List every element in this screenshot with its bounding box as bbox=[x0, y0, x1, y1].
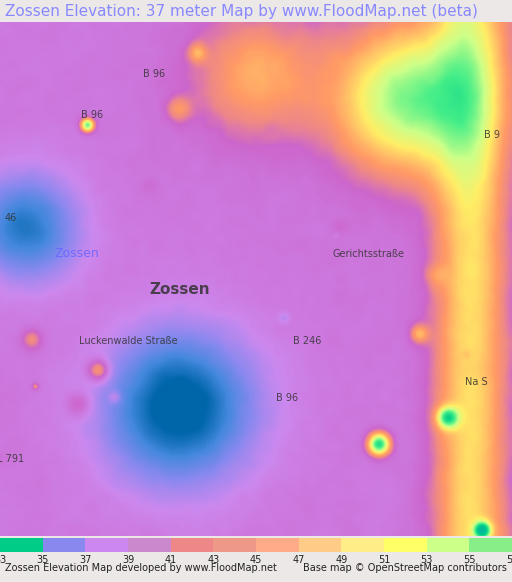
Bar bbox=[170, 538, 214, 552]
Bar bbox=[214, 538, 256, 552]
Text: Base map © OpenStreetMap contributors: Base map © OpenStreetMap contributors bbox=[303, 563, 507, 573]
Text: 53: 53 bbox=[420, 555, 433, 565]
Text: Gerichtsstraße: Gerichtsstraße bbox=[333, 249, 404, 258]
Bar bbox=[42, 538, 86, 552]
Bar bbox=[0, 538, 42, 552]
Bar bbox=[342, 538, 384, 552]
Text: 35: 35 bbox=[36, 555, 49, 565]
Text: 58: 58 bbox=[506, 555, 512, 565]
Text: Zossen Elevation Map developed by www.FloodMap.net: Zossen Elevation Map developed by www.Fl… bbox=[5, 563, 277, 573]
Bar bbox=[426, 538, 470, 552]
Text: 46: 46 bbox=[4, 212, 16, 223]
Bar bbox=[86, 538, 128, 552]
Text: B 246: B 246 bbox=[293, 336, 322, 346]
Text: 51: 51 bbox=[378, 555, 390, 565]
Text: L 791: L 791 bbox=[0, 455, 24, 464]
Bar bbox=[256, 538, 298, 552]
Text: 33: 33 bbox=[0, 555, 6, 565]
Text: 47: 47 bbox=[292, 555, 305, 565]
Text: 39: 39 bbox=[122, 555, 134, 565]
Text: Zossen Elevation: 37 meter Map by www.FloodMap.net (beta): Zossen Elevation: 37 meter Map by www.Fl… bbox=[5, 3, 478, 19]
Bar bbox=[470, 538, 512, 552]
Text: 45: 45 bbox=[250, 555, 262, 565]
Text: 55: 55 bbox=[463, 555, 476, 565]
Text: 37: 37 bbox=[79, 555, 92, 565]
Text: 41: 41 bbox=[164, 555, 177, 565]
Bar bbox=[298, 538, 342, 552]
Text: 49: 49 bbox=[335, 555, 348, 565]
Text: B 96: B 96 bbox=[81, 110, 103, 120]
Text: Zossen: Zossen bbox=[149, 282, 209, 297]
Text: B 96: B 96 bbox=[275, 393, 298, 403]
Text: B 9: B 9 bbox=[483, 130, 500, 140]
Bar bbox=[128, 538, 170, 552]
Text: B 96: B 96 bbox=[142, 69, 165, 79]
Text: Zossen: Zossen bbox=[54, 247, 99, 260]
Text: Na S: Na S bbox=[465, 377, 487, 387]
Text: Luckenwalde Straße: Luckenwalde Straße bbox=[79, 336, 177, 346]
Bar bbox=[384, 538, 426, 552]
Text: 43: 43 bbox=[207, 555, 220, 565]
